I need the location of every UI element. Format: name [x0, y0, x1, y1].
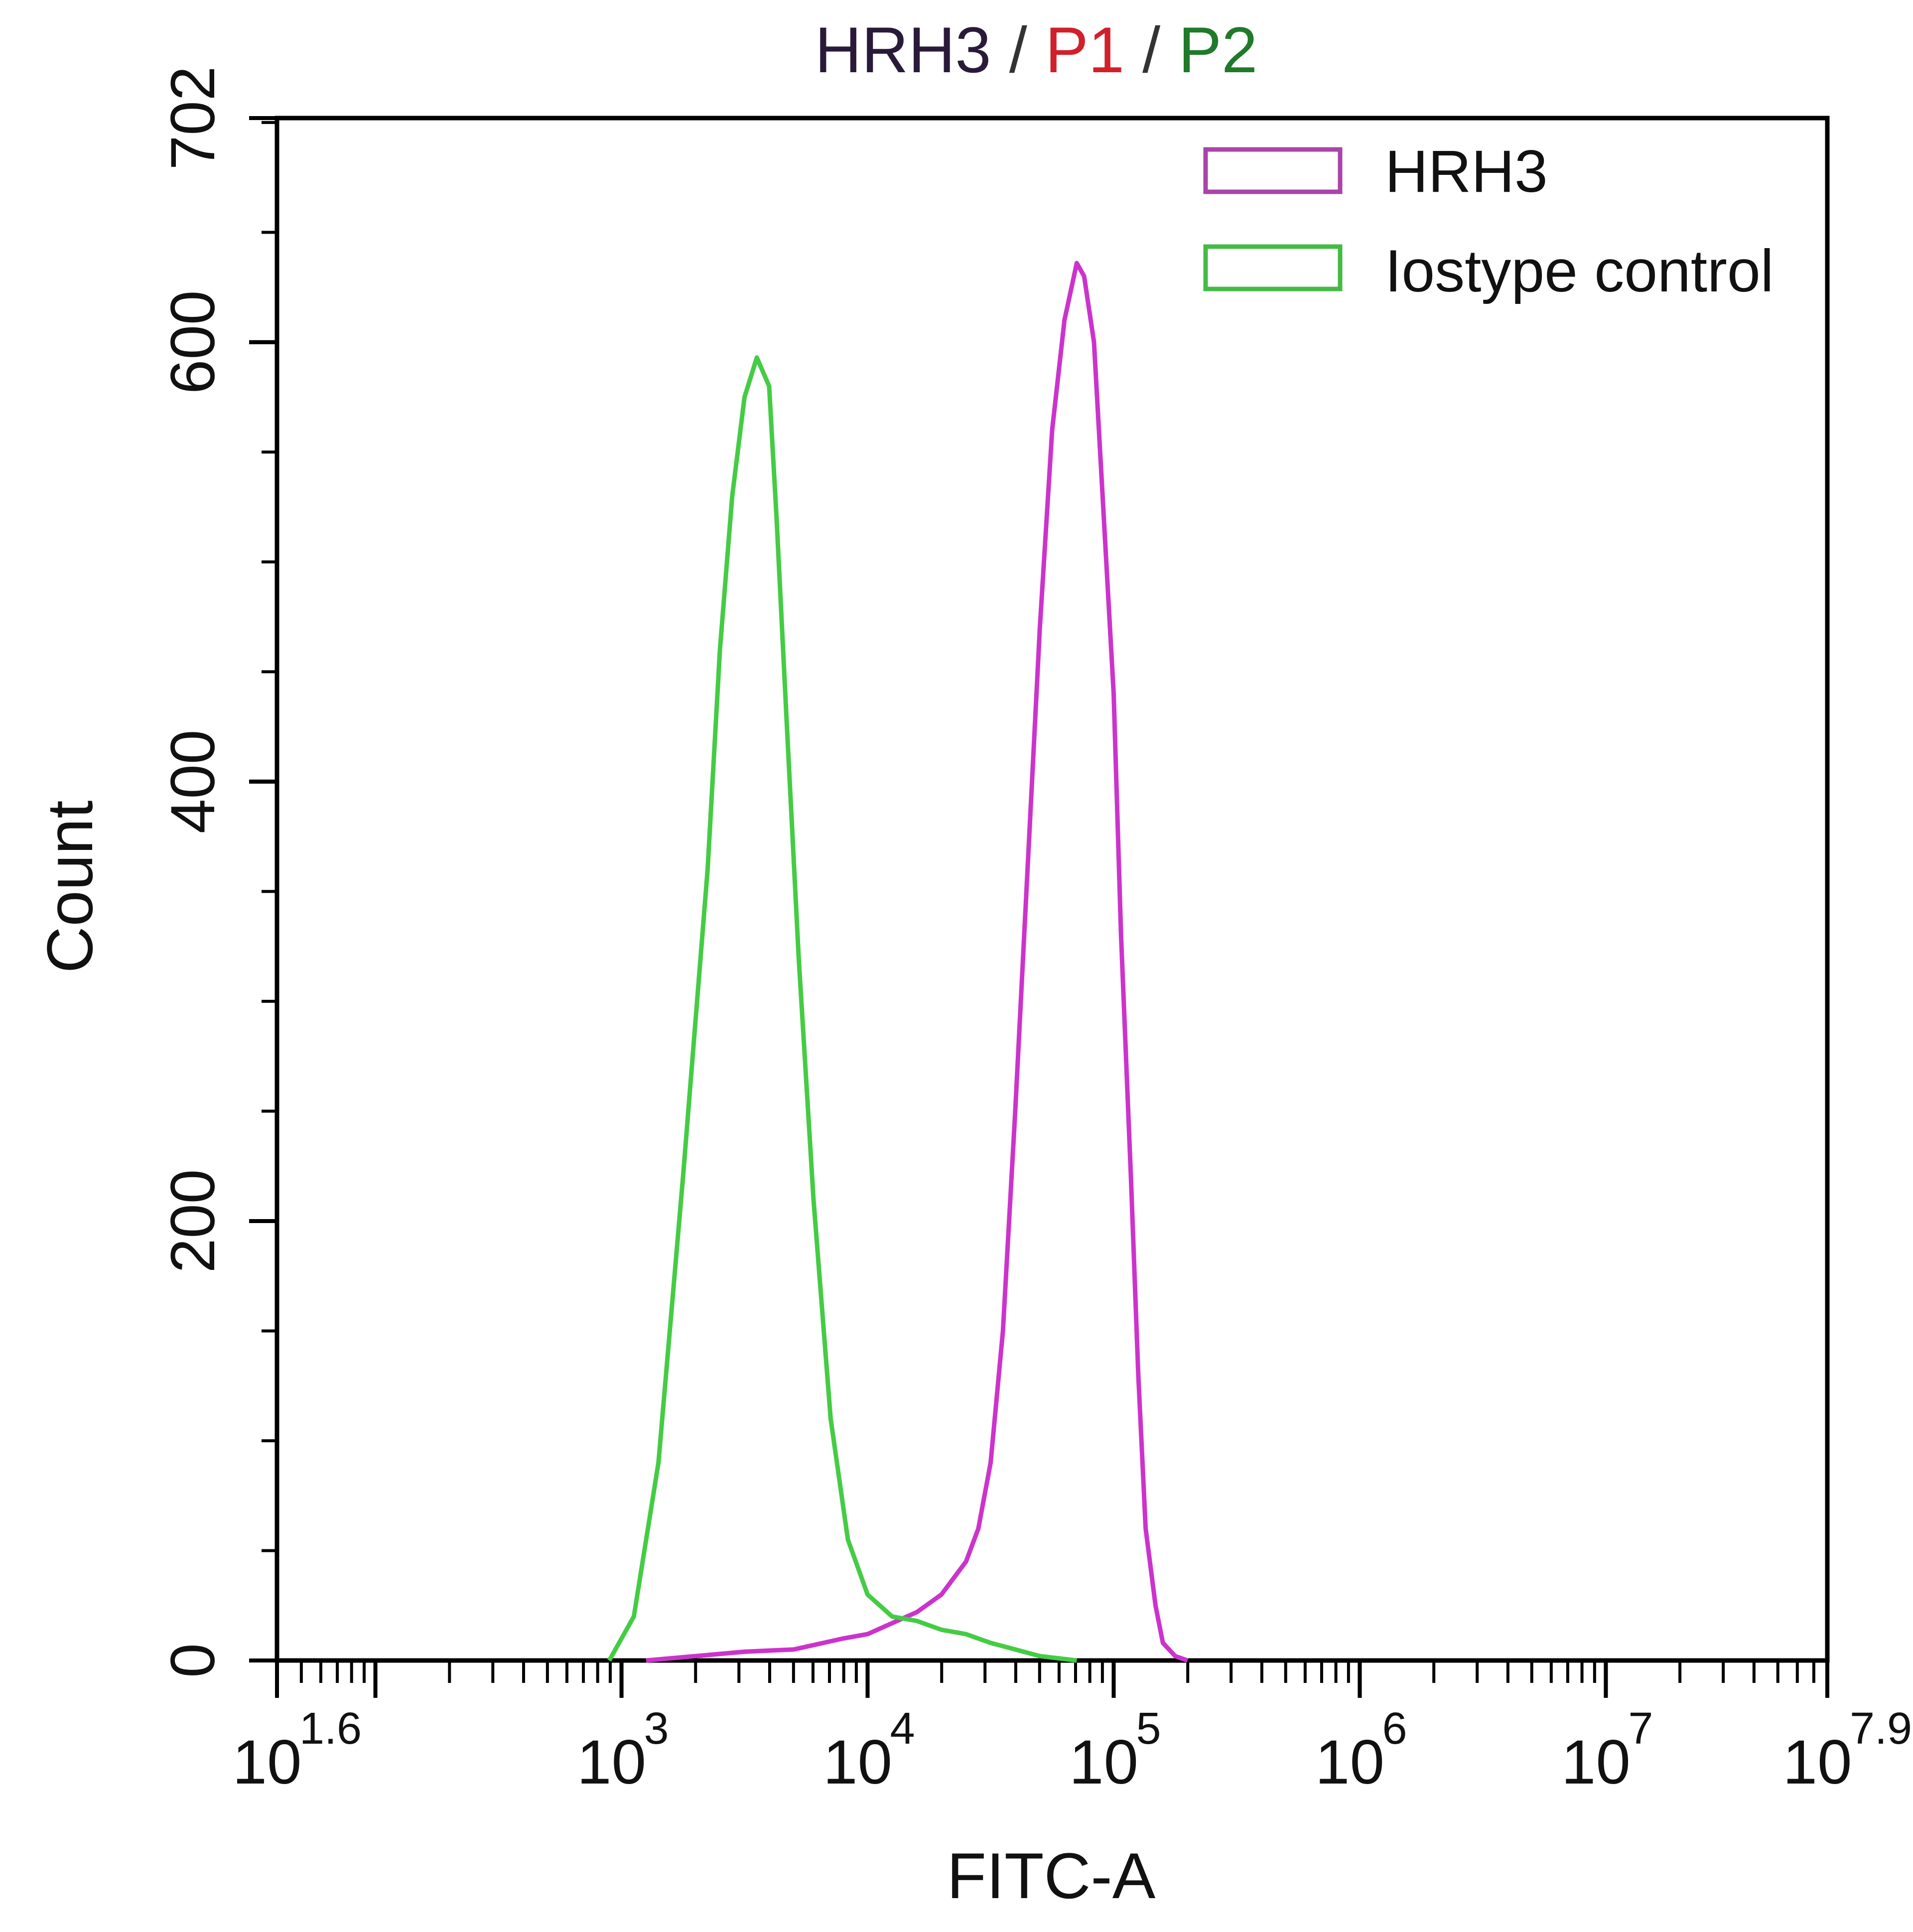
series-layer — [607, 261, 1189, 1663]
y-tick-label: 702 — [158, 66, 228, 170]
y-tick-label: 600 — [158, 290, 228, 395]
series-line-0 — [646, 261, 1189, 1663]
x-tick-exponent: 5 — [1136, 1704, 1161, 1754]
y-tick-label: 0 — [158, 1643, 228, 1678]
x-tick-label: 10 — [1782, 1728, 1852, 1797]
plot-frame — [274, 116, 1830, 1663]
y-tick-label: 400 — [158, 730, 228, 834]
x-tick-label: 10 — [823, 1728, 892, 1797]
y-axis-title: Count — [33, 801, 106, 973]
x-tick-label: 10 — [1315, 1728, 1384, 1797]
y-tick-label: 200 — [158, 1169, 228, 1273]
series-line-1 — [607, 355, 1077, 1663]
x-axis: 101.6 103 104 105 106 107 107.9 — [232, 1660, 1912, 1797]
legend-swatch-isotype-control — [1203, 244, 1343, 291]
x-tick-exponent: 3 — [644, 1704, 669, 1754]
chart-title: HRH3 / P1 / P2 — [815, 13, 1258, 86]
x-tick-exponent: 6 — [1382, 1704, 1407, 1754]
legend-swatch-hrh3 — [1203, 147, 1343, 194]
legend-label-isotype-control: Iostype control — [1385, 238, 1774, 304]
x-tick-label: 10 — [1069, 1728, 1138, 1797]
x-tick-exponent: 1.6 — [299, 1704, 362, 1754]
x-tick-exponent: 7 — [1628, 1704, 1653, 1754]
y-axis: 0 200 400 600 702 — [158, 66, 277, 1678]
x-axis-title: FITC-A — [947, 1839, 1156, 1912]
x-tick-label: 10 — [577, 1728, 646, 1797]
x-tick-exponent: 7.9 — [1850, 1704, 1912, 1754]
x-tick-label: 10 — [1561, 1728, 1631, 1797]
x-tick-exponent: 4 — [890, 1704, 915, 1754]
legend: HRH3 Iostype control — [1203, 138, 1774, 304]
x-tick-label: 10 — [232, 1728, 301, 1797]
legend-label-hrh3: HRH3 — [1385, 138, 1548, 205]
